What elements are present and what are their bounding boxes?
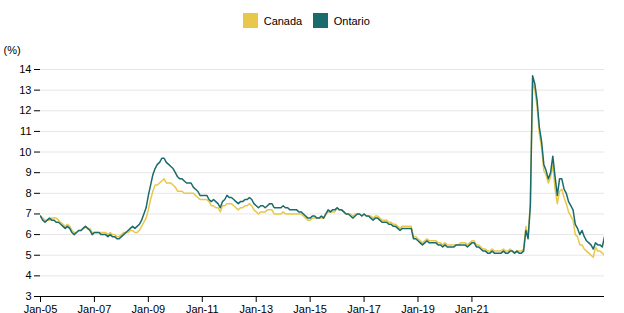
svg-text:3: 3 <box>25 290 31 302</box>
svg-text:5: 5 <box>25 248 31 260</box>
svg-text:Jan-09: Jan-09 <box>132 303 166 313</box>
svg-text:Jan-11: Jan-11 <box>186 303 219 313</box>
svg-text:11: 11 <box>20 124 31 136</box>
svg-text:Jan-07: Jan-07 <box>78 303 112 313</box>
svg-text:Jan-13: Jan-13 <box>239 303 273 313</box>
svg-text:(%): (%) <box>4 44 21 56</box>
svg-text:14: 14 <box>19 63 31 75</box>
html-text:Ontario: Ontario <box>333 14 370 27</box>
svg-text:7: 7 <box>25 207 31 219</box>
svg-text:Jan-21: Jan-21 <box>455 303 489 313</box>
svg-text:13: 13 <box>19 83 31 95</box>
svg-text:6: 6 <box>25 228 31 240</box>
svg-text:8: 8 <box>25 186 31 198</box>
html-text:Canada: Canada <box>263 14 303 27</box>
svg-text:Jan-17: Jan-17 <box>347 303 381 313</box>
svg-text:4: 4 <box>25 269 31 281</box>
svg-text:Jan-19: Jan-19 <box>401 303 435 313</box>
svg-text:12: 12 <box>19 104 31 116</box>
svg-text:Jan-15: Jan-15 <box>293 303 327 313</box>
svg-text:10: 10 <box>19 145 31 157</box>
svg-text:9: 9 <box>25 166 31 178</box>
svg-text:Jan-05: Jan-05 <box>24 303 58 313</box>
